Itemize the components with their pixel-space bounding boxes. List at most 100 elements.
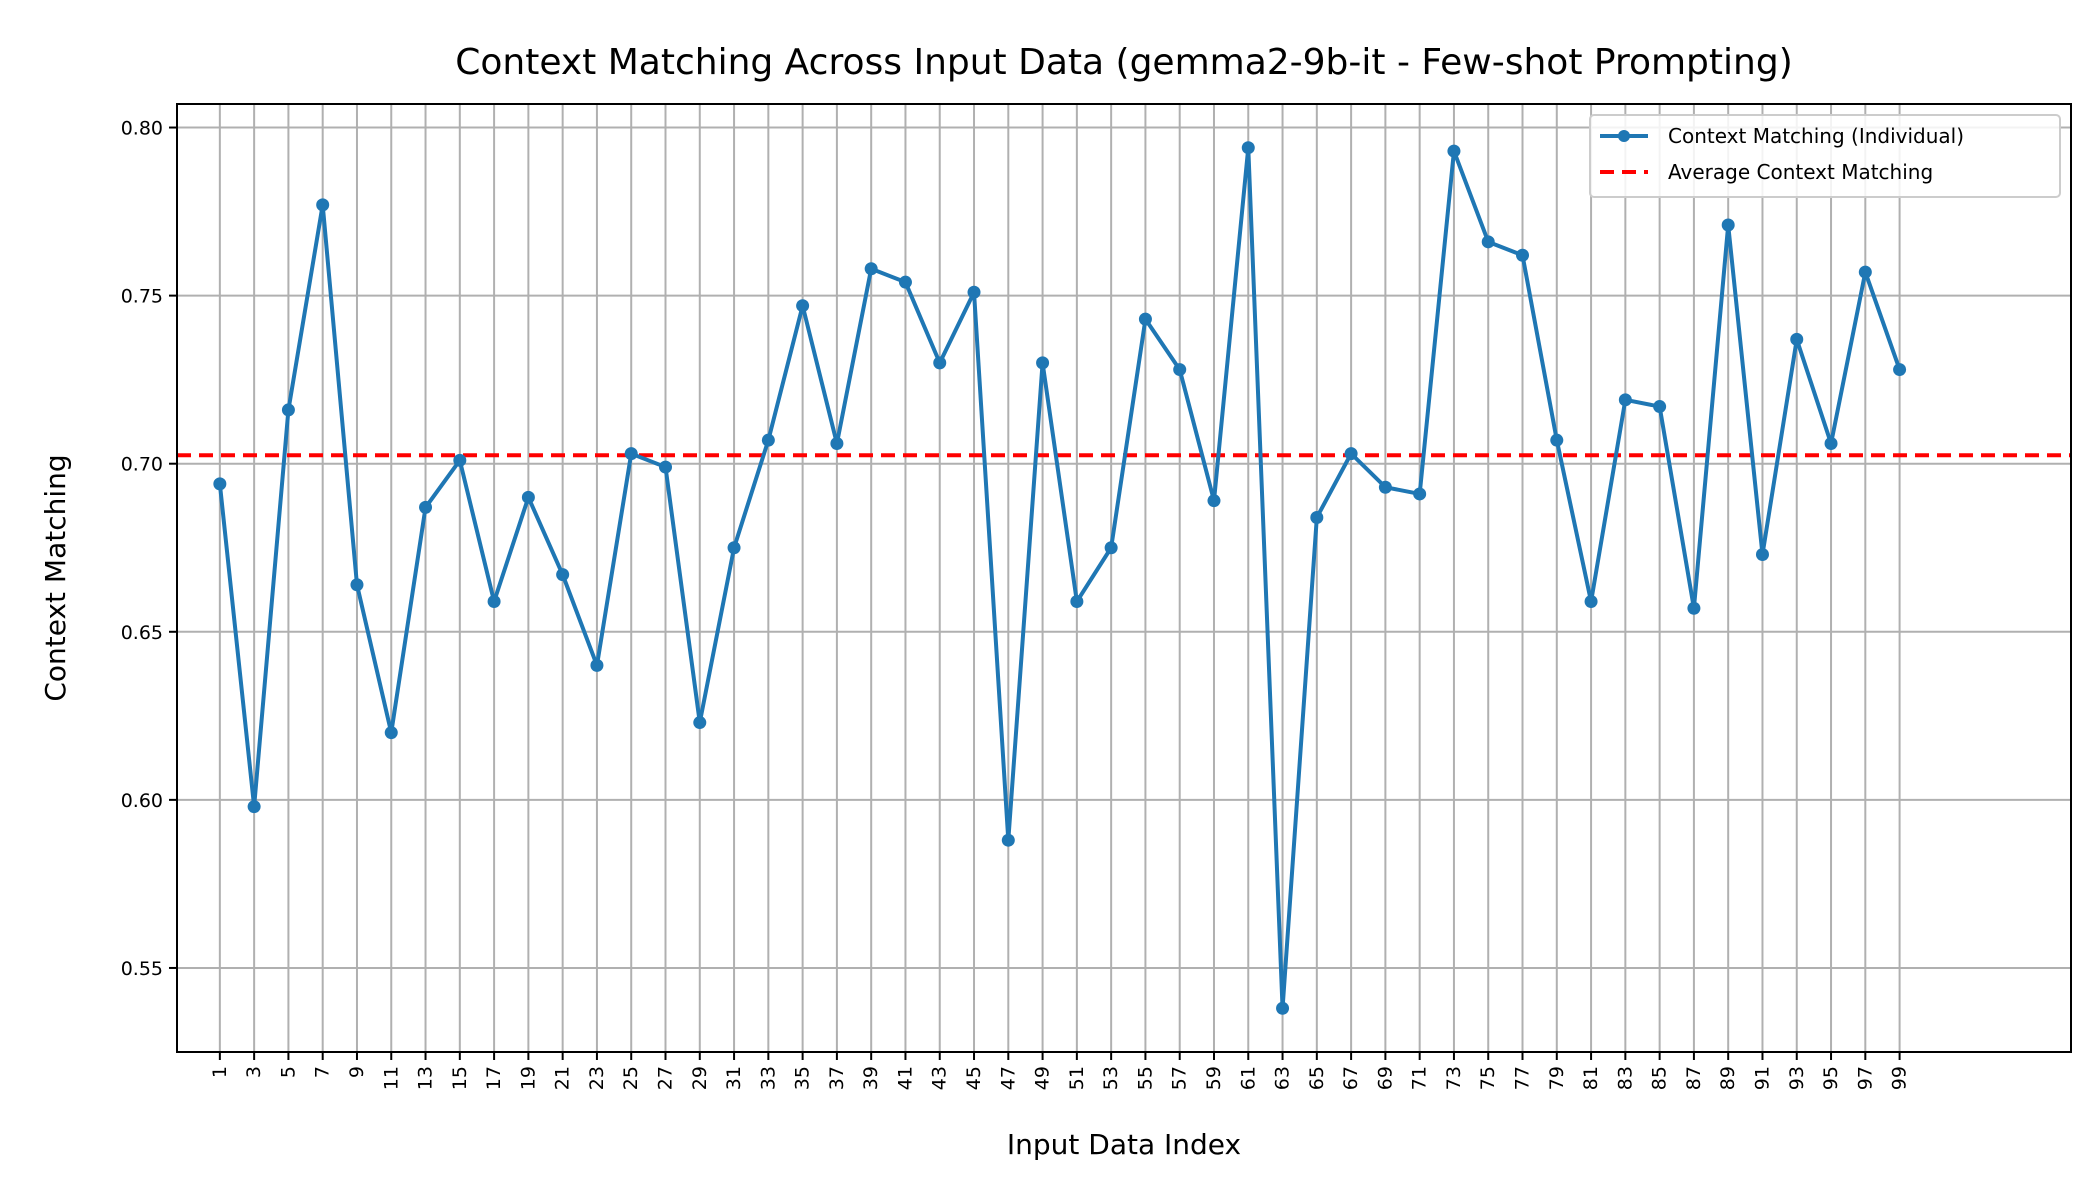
y-tick-label: 0.75: [121, 286, 163, 308]
legend-marker-individual: [1618, 130, 1630, 142]
x-tick-label: 45: [963, 1066, 985, 1090]
data-point: [1790, 332, 1804, 346]
x-tick-label: 17: [483, 1066, 505, 1090]
x-tick-label: 93: [1786, 1066, 1808, 1090]
x-tick-label: 81: [1580, 1066, 1602, 1090]
x-tick-label: 21: [552, 1066, 574, 1090]
data-point: [1481, 235, 1495, 249]
x-tick-label: 51: [1066, 1066, 1088, 1090]
x-tick-label: 37: [826, 1066, 848, 1090]
x-tick-label: 1: [209, 1066, 231, 1078]
data-point: [658, 460, 672, 474]
x-tick-label: 33: [757, 1066, 779, 1090]
data-point: [761, 433, 775, 447]
x-tick-label: 79: [1546, 1066, 1568, 1090]
data-point: [1858, 265, 1872, 279]
grid: [177, 104, 2071, 1052]
data-point: [693, 716, 707, 730]
data-point: [898, 275, 912, 289]
data-point: [419, 500, 433, 514]
data-point: [1173, 363, 1187, 377]
data-point: [350, 578, 364, 592]
y-tick-label: 0.70: [121, 454, 163, 476]
data-point: [1104, 541, 1118, 555]
x-tick-label: 11: [380, 1066, 402, 1090]
x-tick-label: 57: [1169, 1066, 1191, 1090]
x-tick-label: 85: [1649, 1066, 1671, 1090]
data-point: [1378, 480, 1392, 494]
x-tick-label: 87: [1683, 1066, 1705, 1090]
x-tick-label: 89: [1717, 1066, 1739, 1090]
data-point: [1344, 447, 1358, 461]
data-point: [1721, 218, 1735, 232]
data-point: [487, 595, 501, 609]
x-tick-label: 67: [1340, 1066, 1362, 1090]
x-tick-label: 97: [1854, 1066, 1876, 1090]
data-point: [830, 437, 844, 451]
data-point: [213, 477, 227, 491]
series-layer: [213, 141, 1907, 1015]
data-point: [1276, 1001, 1290, 1015]
x-tick-label: 29: [689, 1066, 711, 1090]
y-tick-label: 0.65: [121, 622, 163, 644]
x-tick-label: 65: [1306, 1066, 1328, 1090]
data-point: [316, 198, 330, 212]
x-tick-label: 91: [1751, 1066, 1773, 1090]
data-point: [727, 541, 741, 555]
data-point: [1618, 393, 1632, 407]
x-tick-label: 13: [415, 1066, 437, 1090]
x-tick-label: 99: [1889, 1066, 1911, 1090]
y-tick-label: 0.55: [121, 958, 163, 980]
x-tick-label: 69: [1374, 1066, 1396, 1090]
legend-box: [1589, 114, 2061, 198]
data-point: [1070, 595, 1084, 609]
data-point: [933, 356, 947, 370]
data-point: [1893, 363, 1907, 377]
x-tick-label: 53: [1100, 1066, 1122, 1090]
data-point: [1001, 833, 1015, 847]
data-point: [1447, 144, 1461, 158]
data-point: [1310, 510, 1324, 524]
data-point: [864, 262, 878, 276]
x-tick-label: 55: [1134, 1066, 1156, 1090]
data-point: [967, 285, 981, 299]
x-tick-label: 15: [449, 1066, 471, 1090]
data-point: [1413, 487, 1427, 501]
x-tick-label: 43: [929, 1066, 951, 1090]
data-point: [1516, 248, 1530, 262]
legend-label-individual: Context Matching (Individual): [1668, 124, 1964, 148]
x-tick-label: 35: [792, 1066, 814, 1090]
data-point: [624, 447, 638, 461]
x-tick-label: 77: [1512, 1066, 1534, 1090]
data-point: [384, 726, 398, 740]
y-tick-label: 0.60: [121, 790, 163, 812]
x-tick-label: 41: [894, 1066, 916, 1090]
x-tick-label: 95: [1820, 1066, 1842, 1090]
x-tick-label: 61: [1237, 1066, 1259, 1090]
x-tick-label: 27: [654, 1066, 676, 1090]
x-tick-label: 71: [1409, 1066, 1431, 1090]
legend-label-average: Average Context Matching: [1668, 160, 1933, 184]
data-point: [1036, 356, 1050, 370]
x-tick-label: 39: [860, 1066, 882, 1090]
data-point: [796, 299, 810, 313]
chart-title: Context Matching Across Input Data (gemm…: [455, 42, 1792, 83]
x-tick-label: 19: [517, 1066, 539, 1090]
x-tick-label: 25: [620, 1066, 642, 1090]
data-point: [1653, 400, 1667, 414]
data-point: [1207, 494, 1221, 508]
ticks: 1 3 5 7 9 11 13 15 17 19 21 23 25 27 29 31 33 35 37 39 41 43 4…: [121, 118, 1911, 1091]
data-point: [1824, 437, 1838, 451]
x-tick-label: 75: [1477, 1066, 1499, 1090]
data-point: [521, 490, 535, 504]
data-point: [1584, 595, 1598, 609]
y-axis-label: Context Matching: [39, 454, 72, 701]
data-point: [1138, 312, 1152, 326]
data-point: [453, 453, 467, 467]
x-axis-label: Input Data Index: [1007, 1128, 1241, 1161]
plot-frame: [176, 103, 2072, 1053]
x-tick-label: 31: [723, 1066, 745, 1090]
data-point: [281, 403, 295, 417]
data-point: [556, 568, 570, 582]
